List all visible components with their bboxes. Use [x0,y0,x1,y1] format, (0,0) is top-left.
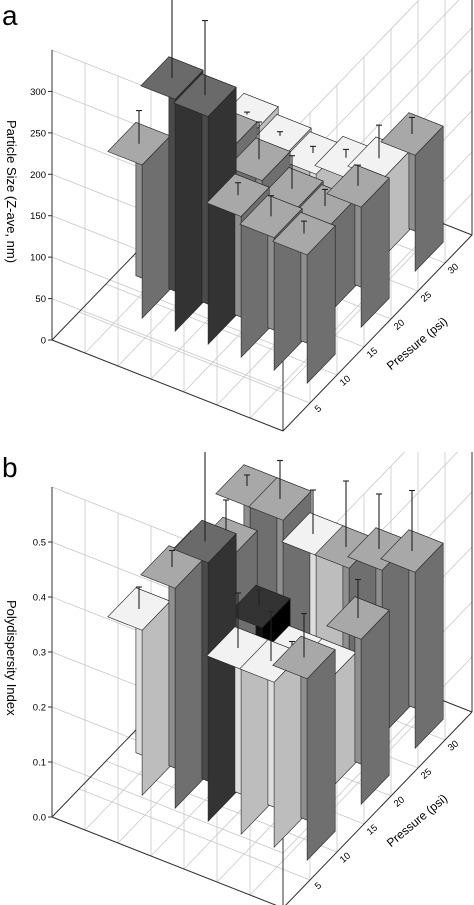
y-tick-label: 200 [30,170,46,181]
bar-top-face [272,211,336,256]
bar [272,612,336,862]
y-tick-label: 0.4 [33,593,46,604]
chart-panel-a: 050100150200250300051015205101520253035#… [0,0,474,452]
bar-side-face [141,600,171,797]
bar-side-face [207,86,237,346]
bar-side-face [414,542,444,750]
y-axis-title-b: Polydispersity Index [4,600,19,716]
y-axis-title-a: Particle Size (Z-ave, nm) [4,120,19,264]
y-tick-label: 300 [30,87,46,98]
y-tick-label: 250 [30,128,46,139]
y-tick-label: 150 [30,211,46,222]
bar [140,0,204,333]
pressure-tick-label: 35 [473,710,474,725]
pressure-tick-label: 20 [392,794,407,809]
panel-label-b: b [2,452,18,483]
bar [326,164,390,329]
pressure-tick-label: 10 [338,373,353,388]
chart-panel-b: 0.00.10.20.30.40.5051015205101520253035#… [0,452,474,905]
pressure-tick-label: 20 [392,317,407,332]
panel-label-a: a [2,0,18,31]
axis-frame-line [282,234,473,432]
floor-grid-line [249,698,440,896]
y-tick-label: 50 [35,294,46,305]
y-tick-label: 100 [30,253,46,264]
axis-frame-line [51,339,284,432]
axis-frame-line [51,816,277,905]
pressure-tick-label: 25 [419,766,434,781]
bar [272,211,336,385]
pressure-tick-label: 10 [338,850,353,865]
bar-top-face [227,137,291,181]
chart-b-bars [107,452,444,862]
bar-side-face [273,652,303,849]
bar [107,586,171,797]
pressure-tick-label: 5 [313,403,324,415]
pressure-tick-label: 15 [365,822,380,837]
bar-side-face [174,558,204,810]
bar [380,112,444,273]
bar-top-face [206,173,270,217]
y-tick-label: 0.1 [33,758,46,769]
pressure-tick-label: 30 [446,261,461,276]
bar-side-face [306,648,336,862]
pressure-tick-label: 15 [365,345,380,360]
axis-frame-line [285,711,473,905]
bar [107,110,171,320]
bar [239,610,303,849]
floor-grid-line [78,311,311,404]
pressure-tick-label: 35 [473,233,474,248]
bar-side-face [360,609,390,806]
chart-a-plot: 050100150200250300051015205101520253035#… [30,0,474,432]
chart-b-plot: 0.00.10.20.30.40.5051015205101520253035#… [33,452,474,905]
y-tick-label: 0.2 [33,703,46,714]
bar-side-face [207,532,237,823]
pressure-tick-label: 5 [313,880,324,892]
floor-grid-line [249,221,440,419]
y-tick-label: 0.0 [33,813,46,824]
pressure-tick-label: 30 [446,738,461,753]
pressure-tick-label: 25 [419,289,434,304]
y-tick-label: 0 [41,336,46,347]
bar [380,489,444,750]
bar-side-face [141,135,171,320]
y-tick-label: 0.3 [33,648,46,659]
bar [326,578,390,806]
chart-a-bars [107,0,444,385]
bar-top-face [173,73,237,117]
y-tick-label: 0.5 [33,538,46,549]
floor-grid-line [78,788,311,881]
